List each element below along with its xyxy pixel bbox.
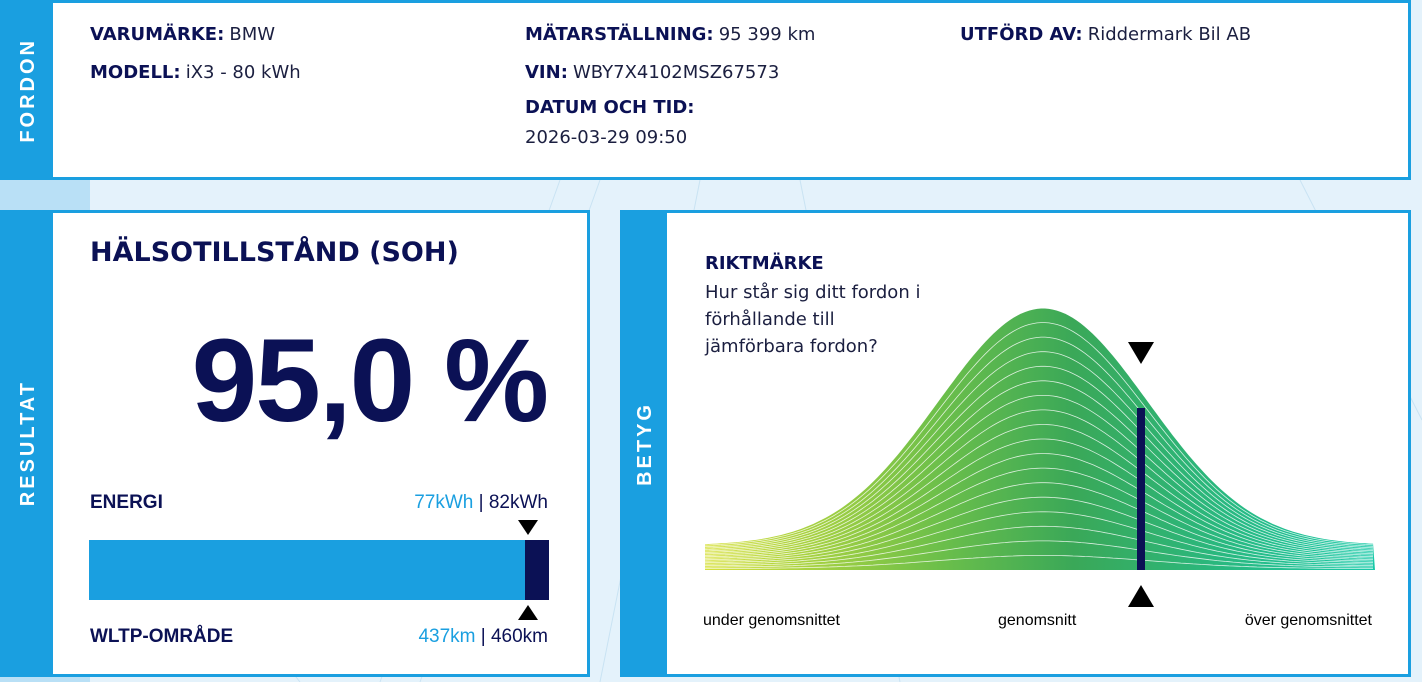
- field-label: DATUM OCH TID:: [525, 97, 695, 118]
- curve-line: [705, 511, 1374, 565]
- rating-card: BETYG RIKTMÄRKE Hur står sig ditt fordon…: [620, 210, 1411, 677]
- curve-line: [705, 525, 1374, 566]
- marker-arrow: [1128, 585, 1154, 607]
- energy-label: ENERGI: [90, 492, 163, 513]
- field-value: Riddermark Bil AB: [1087, 24, 1252, 45]
- marker-arrow: [1128, 342, 1154, 364]
- curve-line: [704, 395, 1374, 553]
- range-original: 460km: [490, 626, 548, 647]
- capacity-bar: [89, 520, 549, 620]
- field-label: UTFÖRD AV:: [960, 24, 1083, 45]
- question-line: förhållande till: [705, 309, 835, 330]
- energy-current: 77kWh: [414, 492, 474, 513]
- curve-line: [704, 351, 1374, 549]
- question-line: jämförbara fordon?: [705, 336, 878, 357]
- soh-value: 95,0 %: [191, 315, 549, 447]
- field-value: WBY7X4102MSZ67573: [572, 62, 780, 83]
- range-label: WLTP-OMRÅDE: [90, 626, 234, 647]
- curve-line: [704, 467, 1374, 561]
- heading: RIKTMÄRKE: [705, 253, 824, 274]
- range-current: 437km: [418, 626, 476, 647]
- vehicle-card: FORDON VARUMÄRKE: BMW MODELL: iX3 - 80 k…: [0, 0, 1411, 180]
- curve-line: [704, 380, 1374, 552]
- section-strip: RESULTAT: [3, 213, 53, 674]
- separator: |: [478, 492, 484, 513]
- curve-line: [705, 482, 1374, 562]
- curve-line: [704, 438, 1374, 558]
- curve-edge: [704, 307, 1374, 545]
- position-marker: [1137, 408, 1145, 570]
- scale-label: under genomsnittet: [703, 612, 840, 629]
- section-strip: BETYG: [623, 213, 667, 674]
- field-value: BMW: [229, 24, 276, 45]
- curve-line: [704, 453, 1374, 559]
- field-label: VIN:: [525, 62, 568, 83]
- curve-line: [704, 322, 1374, 546]
- separator: |: [480, 626, 486, 647]
- field-label: MÄTARSTÄLLNING:: [525, 24, 714, 45]
- section-label: RESULTAT: [16, 380, 39, 507]
- energy-original: 82kWh: [488, 492, 548, 513]
- field-label: MODELL:: [90, 62, 181, 83]
- field-value: 2026-03-29 09:50: [525, 127, 688, 148]
- benchmark-curve: [704, 307, 1375, 607]
- curve-line: [705, 555, 1373, 569]
- soh-title: HÄLSOTILLSTÅND (SOH): [90, 237, 459, 268]
- curve-line: [704, 409, 1374, 555]
- section-label: FORDON: [16, 37, 39, 143]
- question-line: Hur står sig ditt fordon i: [705, 282, 921, 303]
- curve-line: [704, 365, 1374, 550]
- field-label: VARUMÄRKE:: [90, 24, 225, 45]
- question: Hur står sig ditt fordon i förhållande t…: [705, 279, 920, 360]
- result-card: RESULTAT HÄLSOTILLSTÅND (SOH) 95,0 % ENE…: [0, 210, 590, 677]
- curve-line: [704, 336, 1374, 547]
- curve-line: [705, 540, 1373, 568]
- curve-line: [704, 424, 1374, 556]
- curve-line: [704, 496, 1374, 564]
- field-value: 95 399 km: [718, 24, 816, 45]
- field-value: iX3 - 80 kWh: [185, 62, 301, 83]
- scale-label: genomsnitt: [998, 612, 1077, 629]
- section-strip: FORDON: [3, 3, 53, 177]
- scale-label: över genomsnittet: [1244, 612, 1372, 629]
